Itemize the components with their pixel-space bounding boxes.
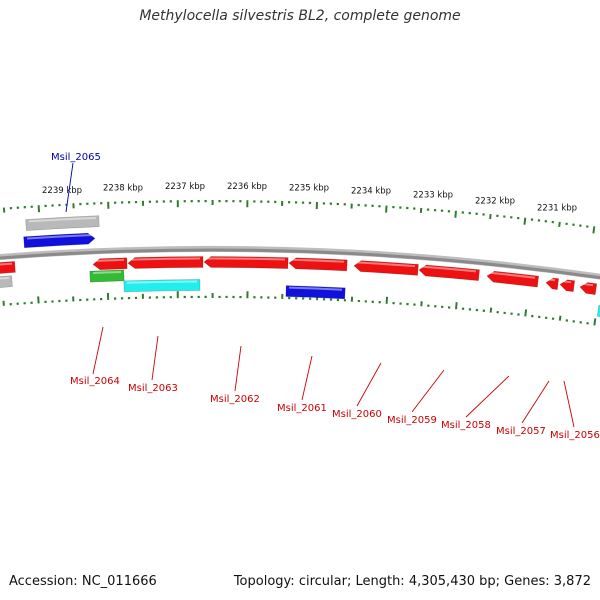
gene-msil-2061[interactable] bbox=[285, 285, 346, 300]
leader-line-msil_2058 bbox=[465, 375, 510, 418]
leader-line-msil_2056 bbox=[563, 380, 575, 428]
outer-scale-tick bbox=[558, 221, 561, 227]
gene-label-msil-2057[interactable]: Msil_2057 bbox=[496, 426, 546, 437]
gene-label-msil-2062[interactable]: Msil_2062 bbox=[210, 394, 260, 405]
scale-label-2239: 2239 kbp bbox=[42, 186, 82, 196]
genome-backbone bbox=[0, 248, 600, 280]
inner-scale-tick bbox=[558, 315, 562, 321]
gene-msil-2064-highlight bbox=[92, 270, 122, 274]
gene-label-msil-2059[interactable]: Msil_2059 bbox=[387, 415, 437, 426]
leader-line-msil_2061 bbox=[301, 355, 313, 401]
gene-red-c[interactable] bbox=[579, 282, 598, 296]
genes-label: Genes: bbox=[504, 574, 550, 589]
outer-scale-tick bbox=[523, 217, 527, 225]
gene-msil-2057[interactable] bbox=[545, 277, 560, 290]
genes-value: 3,872 bbox=[553, 574, 591, 589]
length-label: Length: bbox=[355, 574, 405, 589]
leader-line-msil_2060 bbox=[356, 362, 382, 407]
scale-label-2236: 2236 kbp bbox=[227, 182, 267, 192]
gene-msil-2063[interactable] bbox=[123, 279, 201, 293]
gene-gray-partial-highlight bbox=[0, 276, 10, 280]
gene-red-a-highlight bbox=[95, 258, 125, 262]
gene-msil-2061-red-highlight bbox=[291, 258, 345, 263]
gene-red-b[interactable] bbox=[127, 256, 204, 269]
leader-line-msil_2064 bbox=[92, 326, 104, 375]
scale-label-2234: 2234 kbp bbox=[351, 187, 391, 197]
scale-label-2238: 2238 kbp bbox=[103, 183, 143, 193]
leader-line-msil_2057 bbox=[521, 380, 550, 424]
leader-line-msil_2059 bbox=[411, 369, 445, 413]
gene-msil-2062[interactable] bbox=[203, 256, 289, 269]
gene-gray-partial[interactable] bbox=[0, 275, 13, 288]
scale-label-2231: 2231 kbp bbox=[537, 203, 577, 213]
gene-cyan-partial[interactable] bbox=[596, 304, 600, 318]
gene-msil-2065[interactable] bbox=[23, 232, 96, 249]
gene-msil-2056[interactable] bbox=[559, 279, 576, 293]
scale-label-2235: 2235 kbp bbox=[289, 184, 329, 194]
topology-label: Topology: bbox=[233, 574, 295, 589]
inner-scale-tick bbox=[593, 318, 597, 326]
gene-msil-2056-highlight bbox=[562, 280, 572, 284]
outer-scale-tick bbox=[592, 226, 596, 234]
inner-scale-tick bbox=[489, 307, 493, 313]
scale-label-2237: 2237 kbp bbox=[165, 182, 205, 192]
gene-msil-2059[interactable] bbox=[418, 264, 480, 281]
gene-label-msil-2058[interactable]: Msil_2058 bbox=[441, 420, 491, 431]
gene-red-a[interactable] bbox=[92, 257, 128, 271]
gene-gray-forward[interactable] bbox=[25, 215, 100, 231]
gene-red-b-highlight bbox=[130, 257, 201, 261]
scale-label-2233: 2233 kbp bbox=[413, 191, 453, 201]
gene-label-msil-2056[interactable]: Msil_2056 bbox=[550, 430, 600, 441]
leader-line-msil_2062 bbox=[234, 345, 242, 392]
accession-value: NC_011666 bbox=[81, 574, 157, 589]
gene-msil-2060[interactable] bbox=[353, 260, 419, 276]
gene-red-c-highlight bbox=[582, 282, 594, 287]
gene-label-msil-2060[interactable]: Msil_2060 bbox=[332, 409, 382, 420]
inner-scale-tick bbox=[524, 309, 528, 317]
gene-msil-2062-highlight bbox=[206, 257, 286, 261]
gene-msil-2065-highlight bbox=[26, 234, 93, 240]
gene-msil-2064[interactable] bbox=[89, 269, 125, 283]
gene-msil-2061-highlight bbox=[288, 286, 343, 291]
inner-scale-tick bbox=[455, 302, 458, 310]
gene-msil-2057-highlight bbox=[548, 278, 556, 282]
gene-label-msil-2061[interactable]: Msil_2061 bbox=[277, 403, 327, 414]
outer-scale-tick bbox=[454, 210, 457, 218]
leader-line-msil_2063 bbox=[151, 335, 159, 381]
accession-info: Accession: NC_011666 bbox=[9, 574, 157, 589]
topology-value: circular bbox=[298, 574, 347, 589]
gene-msil-2063-highlight bbox=[126, 280, 198, 284]
gene-msil-2059-highlight bbox=[421, 265, 477, 273]
gene-msil-2060-highlight bbox=[356, 261, 416, 268]
gene-red-partial[interactable] bbox=[0, 261, 16, 274]
gene-label-msil-2063[interactable]: Msil_2063 bbox=[128, 383, 178, 394]
gene-label-msil-2065[interactable]: Msil_2065 bbox=[51, 152, 101, 163]
gene-msil-2058[interactable] bbox=[486, 270, 539, 288]
gene-label-msil-2064[interactable]: Msil_2064 bbox=[70, 376, 120, 387]
genome-stats: Topology: circular; Length: 4,305,430 bp… bbox=[233, 574, 591, 589]
accession-label: Accession: bbox=[9, 574, 78, 589]
scale-label-2232: 2232 kbp bbox=[475, 196, 515, 206]
gene-msil-2058-highlight bbox=[489, 271, 536, 279]
genome-title: Methylocella silvestris BL2, complete ge… bbox=[139, 8, 461, 24]
leader-line-msil_2065 bbox=[65, 162, 74, 213]
gene-msil-2061-red[interactable] bbox=[288, 257, 348, 272]
length-value: 4,305,430 bp bbox=[408, 574, 496, 589]
gene-red-partial-highlight bbox=[0, 262, 13, 266]
gene-gray-forward-highlight bbox=[28, 216, 97, 223]
